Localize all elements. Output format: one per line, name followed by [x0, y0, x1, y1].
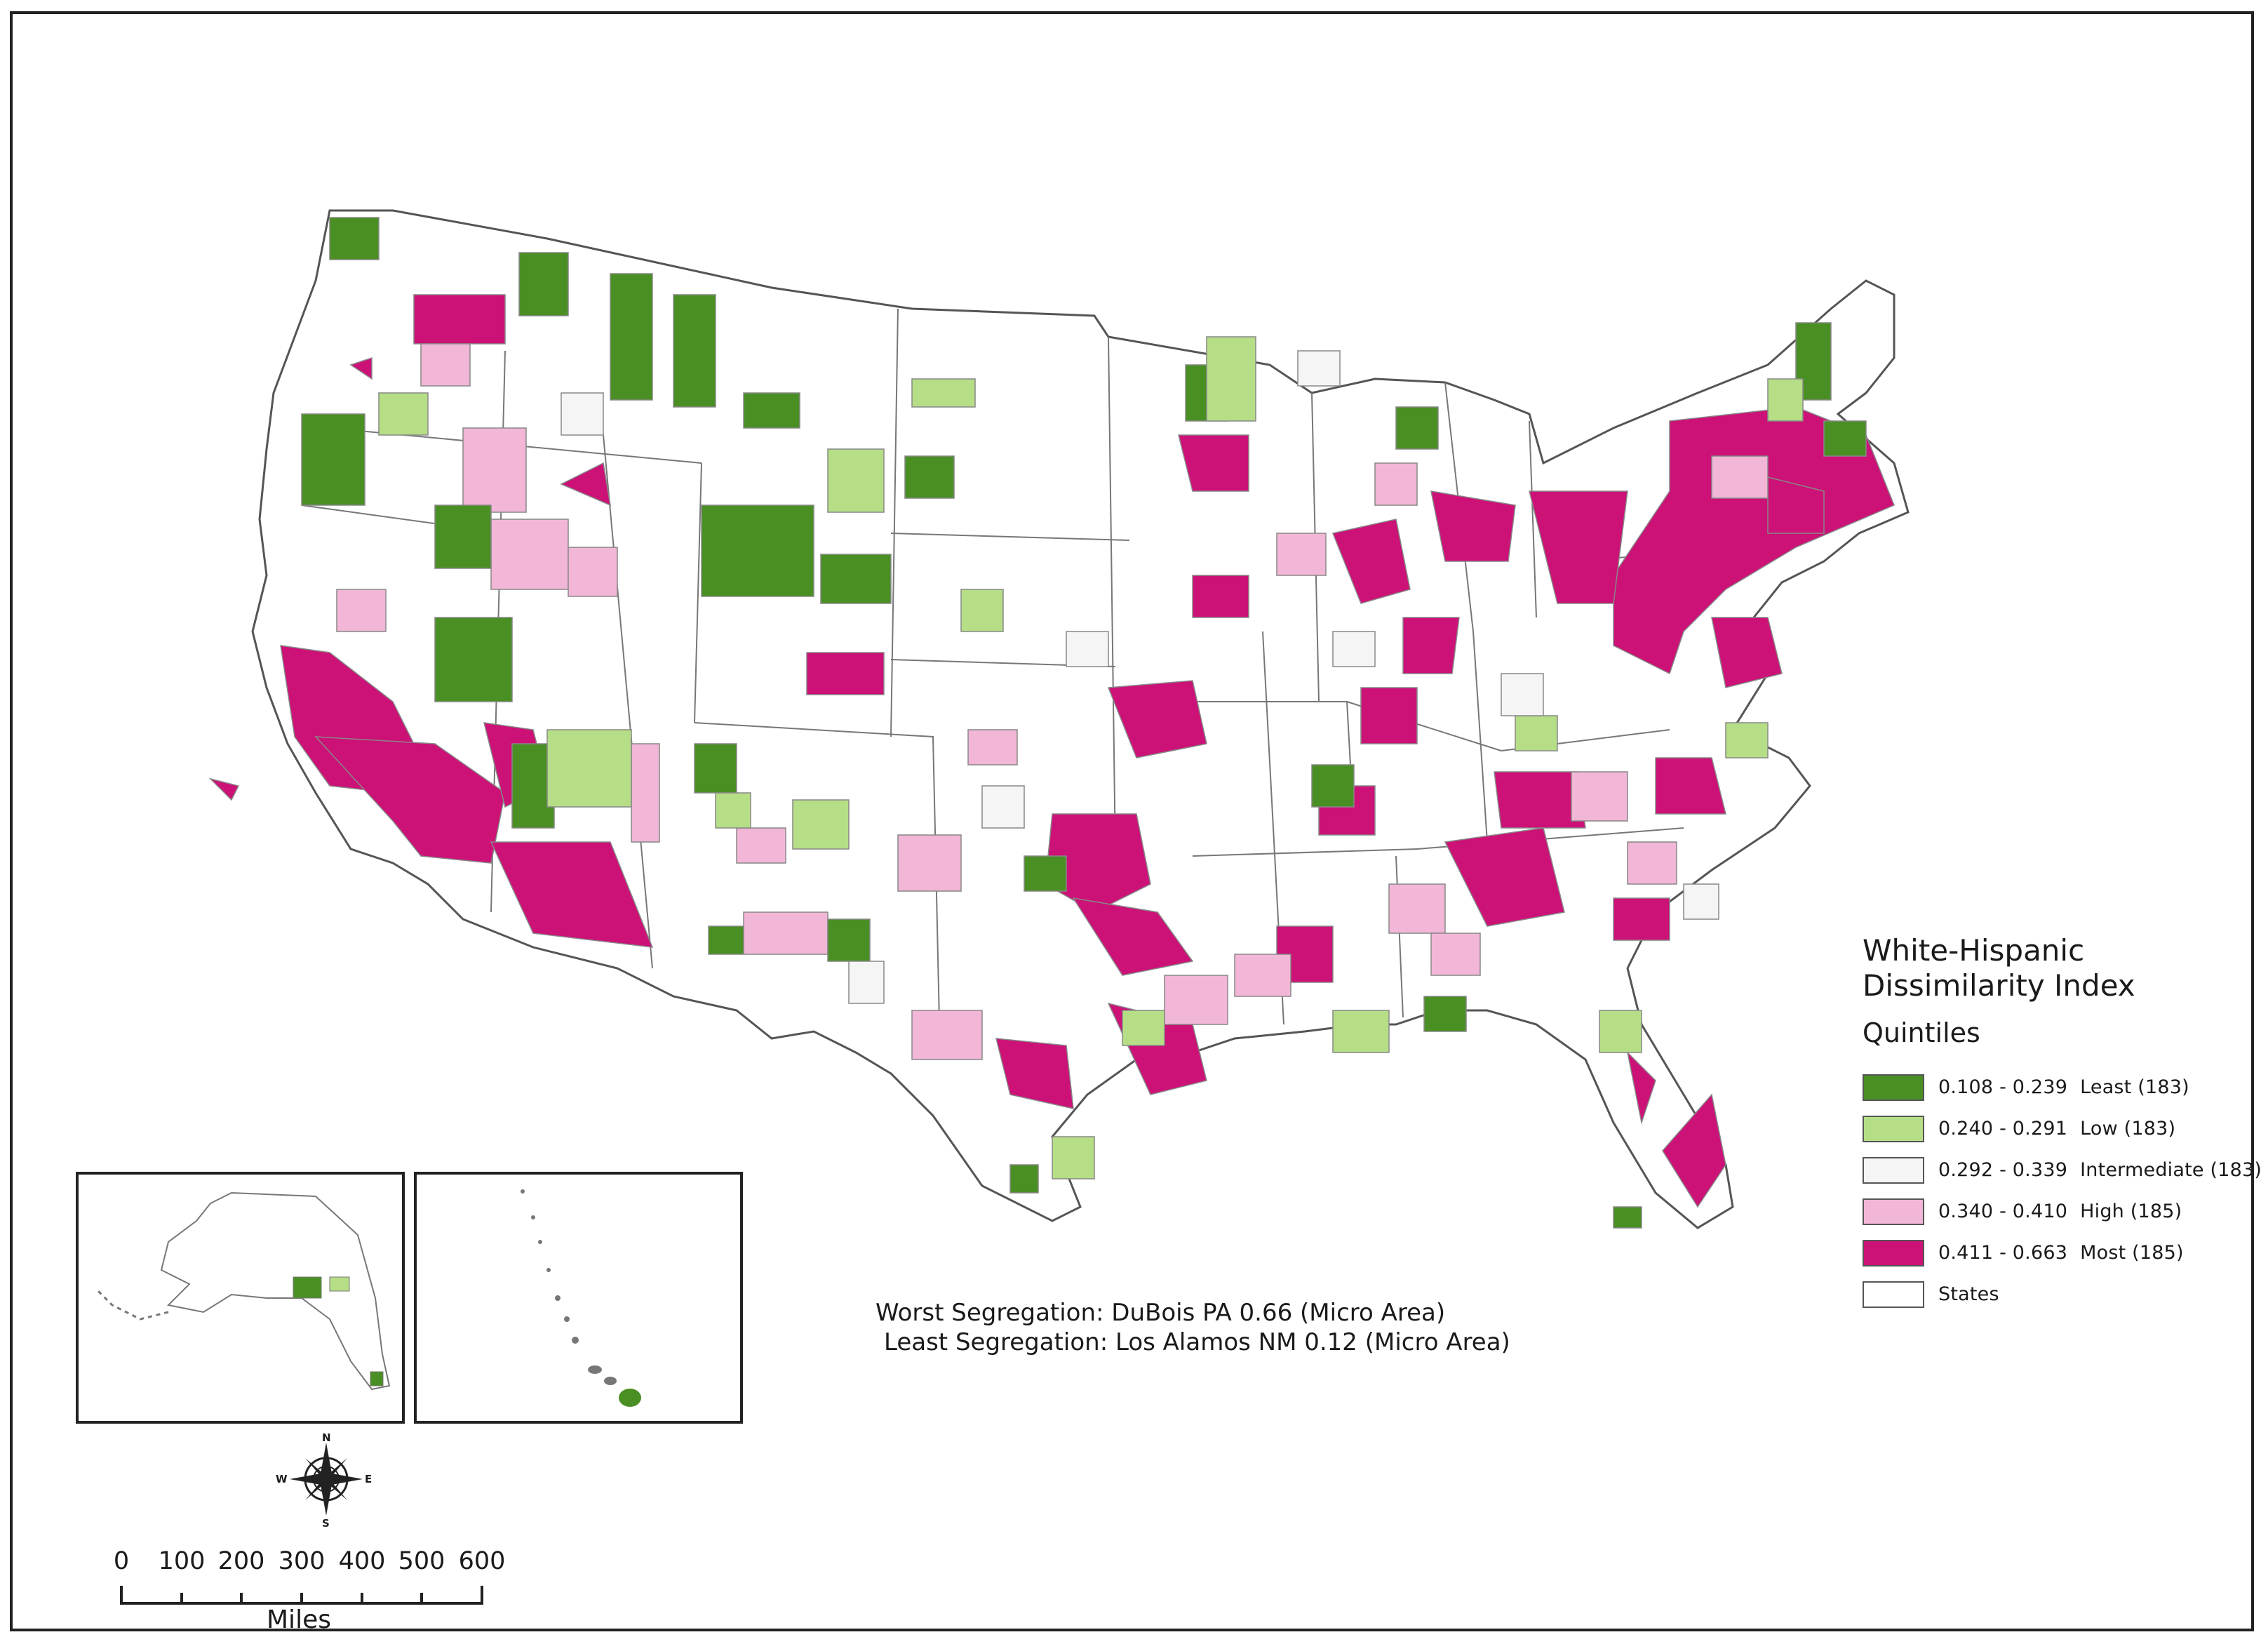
legend-range: 0.108 - 0.239 [1938, 1076, 2068, 1098]
legend-label: 0.340 - 0.410 High (185) [1938, 1201, 2182, 1222]
least-segregation-note: Least Segregation: Los Alamos NM 0.12 (M… [884, 1328, 1510, 1356]
legend-item: 0.340 - 0.410 High (185) [1863, 1191, 2255, 1232]
map-legend: White-Hispanic Dissimilarity Index Quint… [1863, 933, 2262, 1315]
legend-label: 0.292 - 0.339 Intermediate (183) [1938, 1159, 2262, 1181]
compass-s-label: S [322, 1517, 330, 1530]
legend-label: States [1938, 1283, 1999, 1305]
legend-item: 0.411 - 0.663 Most (185) [1863, 1232, 2255, 1274]
region-fills [208, 217, 1895, 1229]
legend-class: Least (183) [2080, 1076, 2189, 1098]
scale-tick-label: 300 [278, 1547, 326, 1575]
legend-range: 0.240 - 0.291 [1938, 1118, 2068, 1140]
scale-tick-label: 400 [338, 1547, 386, 1575]
alaska-shape [97, 1191, 391, 1391]
scale-tick-label: 600 [458, 1547, 506, 1575]
legend-title: White-Hispanic Dissimilarity Index [1863, 933, 2135, 1003]
legend-range: 0.292 - 0.339 [1938, 1159, 2068, 1181]
segregation-notes: Worst Segregation: DuBois PA 0.66 (Micro… [875, 1298, 1510, 1357]
legend-label: 0.108 - 0.239 Least (183) [1938, 1076, 2189, 1098]
legend-subtitle: Quintiles [1863, 1017, 1980, 1048]
hawaii-inset-frame [414, 1172, 743, 1424]
compass-n-label: N [322, 1431, 331, 1444]
compass-e-label: E [365, 1473, 373, 1485]
scale-bar-unit: Miles [267, 1605, 331, 1634]
compass-w-label: W [276, 1473, 288, 1485]
legend-swatch [1863, 1156, 1924, 1184]
legend-class: States [1938, 1283, 1999, 1305]
legend-item: 0.108 - 0.239 Least (183) [1863, 1067, 2255, 1108]
map-frame [10, 11, 2254, 1631]
legend-swatch [1863, 1239, 1924, 1267]
legend-swatch [1863, 1281, 1924, 1308]
legend-label: 0.411 - 0.663 Most (185) [1938, 1242, 2184, 1264]
legend-class: Intermediate (183) [2080, 1159, 2262, 1181]
scale-tick-label: 100 [158, 1547, 206, 1575]
legend-item: 0.240 - 0.291 Low (183) [1863, 1108, 2255, 1149]
legend-item: States [1863, 1274, 2255, 1315]
worst-segregation-note: Worst Segregation: DuBois PA 0.66 (Micro… [875, 1299, 1446, 1327]
legend-class: Most (185) [2080, 1242, 2184, 1264]
legend-swatch [1863, 1198, 1924, 1225]
scale-tick-label: 0 [113, 1547, 130, 1575]
legend-range: 0.340 - 0.410 [1938, 1201, 2068, 1222]
us-outline [251, 209, 1910, 1229]
scale-bar [120, 1586, 483, 1605]
legend-item: 0.292 - 0.339 Intermediate (183) [1863, 1149, 2262, 1191]
legend-class: High (185) [2080, 1201, 2182, 1222]
scale-tick-label: 200 [217, 1547, 265, 1575]
legend-swatch [1863, 1074, 1924, 1101]
legend-label: 0.240 - 0.291 Low (183) [1938, 1118, 2175, 1140]
legend-range: 0.411 - 0.663 [1938, 1242, 2068, 1264]
hawaii-islands [521, 1189, 641, 1407]
scale-bar-labels: 0 100 200 300 400 500 600 [112, 1547, 506, 1575]
scale-tick-label: 500 [398, 1547, 445, 1575]
legend-class: Low (183) [2080, 1118, 2176, 1140]
compass-rose-icon [290, 1443, 363, 1516]
legend-swatch [1863, 1115, 1924, 1142]
